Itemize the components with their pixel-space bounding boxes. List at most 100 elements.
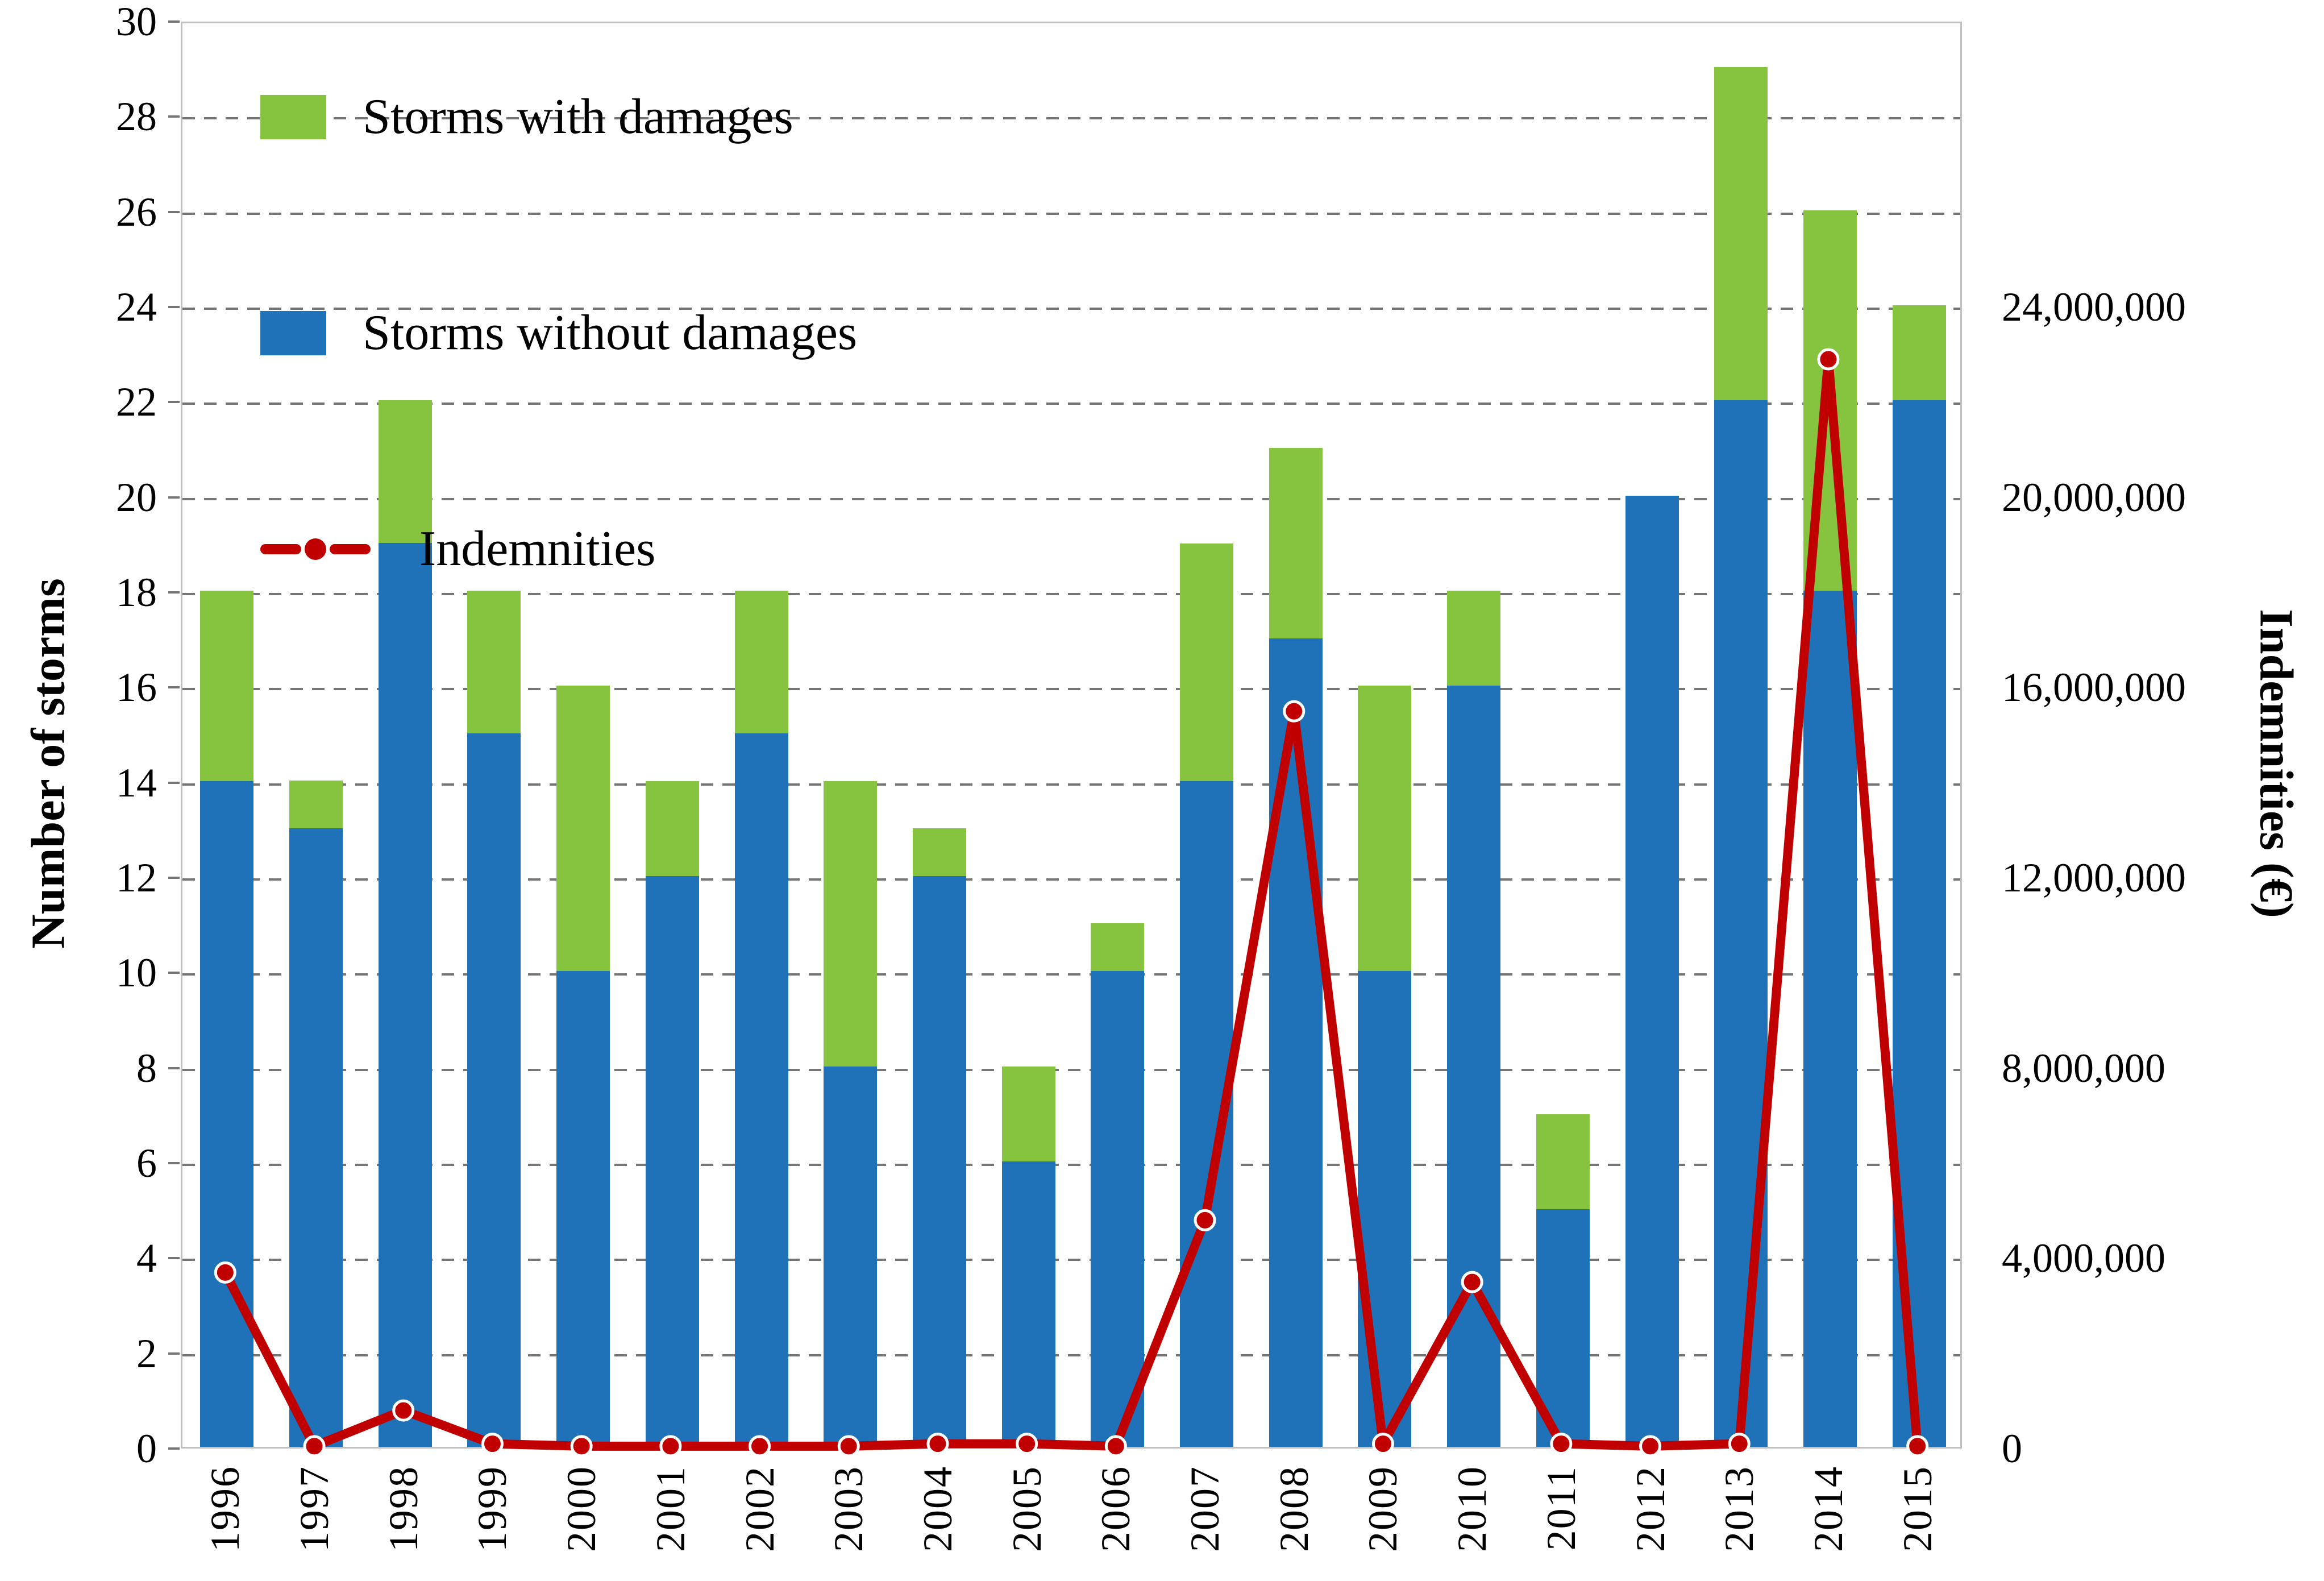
bar-storms-with-damages-2001: [646, 781, 699, 876]
indemnities-point-1998: [392, 1399, 415, 1422]
bar-storms-with-damages-2003: [824, 781, 877, 1067]
bar-storms-without-damages-2000: [556, 971, 610, 1447]
gridline-y-16: [182, 688, 1960, 690]
indemnities-point-2007: [1194, 1209, 1216, 1231]
indemnities-point-2015: [1906, 1435, 1929, 1458]
bar-storms-without-damages-1999: [467, 733, 521, 1447]
indemnities-point-2004: [926, 1433, 949, 1455]
y-tick-label-left-28: 28: [116, 94, 157, 139]
gridline-y-8: [182, 1069, 1960, 1071]
bar-storms-without-damages-2014: [1803, 591, 1857, 1447]
bar-storms-without-damages-2001: [646, 876, 699, 1447]
y-tick-label-left-2: 2: [136, 1331, 157, 1376]
bar-storms-without-damages-2005: [1002, 1161, 1055, 1447]
y-tick-label-left-30: 30: [116, 0, 157, 44]
bar-storms-with-damages-2010: [1447, 591, 1500, 686]
gridline-y-4: [182, 1259, 1960, 1261]
y-tick-label-left-0: 0: [136, 1426, 157, 1471]
indemnities-point-1996: [214, 1261, 236, 1284]
legend-dot-icon: [305, 538, 326, 560]
bar-storms-with-damages-2013: [1714, 67, 1768, 400]
bar-storms-with-damages-2005: [1002, 1067, 1055, 1161]
bar-storms-with-damages-2015: [1893, 305, 1946, 400]
indemnities-point-2000: [570, 1435, 593, 1458]
gridline-y-12: [182, 878, 1960, 881]
y-axis-tick: [168, 496, 180, 499]
bar-storms-without-damages-1998: [379, 543, 432, 1447]
legend-dash-icon: [330, 544, 371, 554]
y-tick-label-left-18: 18: [116, 570, 157, 615]
indemnities-point-2002: [749, 1435, 771, 1458]
y-tick-label-right-4000000: 4,000,000: [2002, 1235, 2165, 1281]
bar-storms-without-damages-1997: [289, 828, 343, 1447]
y-tick-label-left-16: 16: [116, 665, 157, 710]
y-tick-label-left-22: 22: [116, 379, 157, 425]
bar-storms-without-damages-1996: [200, 781, 253, 1447]
legend-label-storms-without-damages: Storms without damages: [363, 305, 858, 360]
y-tick-label-right-20000000: 20,000,000: [2002, 475, 2186, 520]
bar-storms-without-damages-2009: [1358, 971, 1411, 1447]
y-tick-label-left-24: 24: [116, 284, 157, 330]
y-tick-label-left-10: 10: [116, 950, 157, 995]
plot-area: [181, 22, 1962, 1449]
indemnities-point-2009: [1371, 1433, 1394, 1455]
y-axis-tick: [168, 115, 180, 118]
legend-item-indemnities: Indemnities: [260, 522, 857, 576]
y-tick-label-left-12: 12: [116, 855, 157, 901]
bar-storms-with-damages-1998: [379, 400, 432, 543]
y-axis-tick: [168, 1067, 180, 1069]
legend-item-storms-without-damages: Storms without damages: [260, 306, 857, 360]
bar-storms-without-damages-2008: [1269, 638, 1323, 1447]
y-axis-tick: [168, 1162, 180, 1164]
y-axis-tick: [168, 306, 180, 308]
bar-storms-with-damages-1999: [467, 591, 521, 733]
y-axis-tick: [168, 782, 180, 784]
gridline-y-10: [182, 973, 1960, 976]
bar-storms-with-damages-1996: [200, 591, 253, 781]
y-axis-tick: [168, 1257, 180, 1259]
y-axis-tick: [168, 686, 180, 688]
bar-storms-with-damages-2002: [735, 591, 788, 733]
y-axis-tick: [168, 877, 180, 879]
indemnities-point-2008: [1283, 700, 1306, 723]
bar-storms-with-damages-2009: [1358, 686, 1411, 971]
legend-label-storms-with-damages: Storms with damages: [363, 89, 793, 144]
gridline-y-18: [182, 593, 1960, 595]
legend-line-marker-icon: [260, 527, 383, 571]
gridline-y-20: [182, 498, 1960, 500]
bar-storms-without-damages-2006: [1091, 971, 1144, 1447]
indemnities-point-2010: [1461, 1271, 1483, 1293]
gridline-y-22: [182, 402, 1960, 405]
indemnities-point-2005: [1016, 1433, 1038, 1455]
gridline-y-6: [182, 1164, 1960, 1166]
y-tick-label-right-16000000: 16,000,000: [2002, 665, 2186, 710]
y-tick-label-left-14: 14: [116, 760, 157, 806]
indemnities-point-2003: [837, 1435, 860, 1458]
indemnities-point-2011: [1550, 1433, 1573, 1455]
y-tick-label-left-26: 26: [116, 189, 157, 235]
legend-dash-icon: [260, 544, 301, 554]
y-axis-tick: [168, 591, 180, 594]
legend-label-indemnities: Indemnities: [419, 521, 656, 576]
gridline-y-28: [182, 117, 1960, 119]
bar-storms-with-damages-2004: [913, 828, 966, 876]
bar-storms-without-damages-2012: [1625, 496, 1679, 1447]
y-tick-label-right-24000000: 24,000,000: [2002, 284, 2186, 330]
y-axis-tick: [168, 1352, 180, 1355]
legend-item-storms-with-damages: Storms with damages: [260, 90, 857, 144]
legend-swatch-storms-without-damages: [260, 311, 326, 355]
y-tick-label-left-20: 20: [116, 475, 157, 520]
indemnities-point-2013: [1728, 1433, 1751, 1455]
bar-storms-with-damages-2011: [1536, 1114, 1590, 1209]
bar-storms-without-damages-2003: [824, 1067, 877, 1447]
indemnities-point-2014: [1817, 348, 1840, 371]
bar-storms-with-damages-2007: [1180, 543, 1233, 781]
y-tick-label-left-8: 8: [136, 1045, 157, 1091]
y-tick-label-right-8000000: 8,000,000: [2002, 1045, 2165, 1091]
indemnities-point-1999: [481, 1433, 504, 1455]
indemnities-point-2012: [1639, 1435, 1662, 1458]
gridline-y-26: [182, 213, 1960, 215]
y-axis-tick: [168, 20, 180, 23]
y-axis-tick: [168, 1447, 180, 1450]
